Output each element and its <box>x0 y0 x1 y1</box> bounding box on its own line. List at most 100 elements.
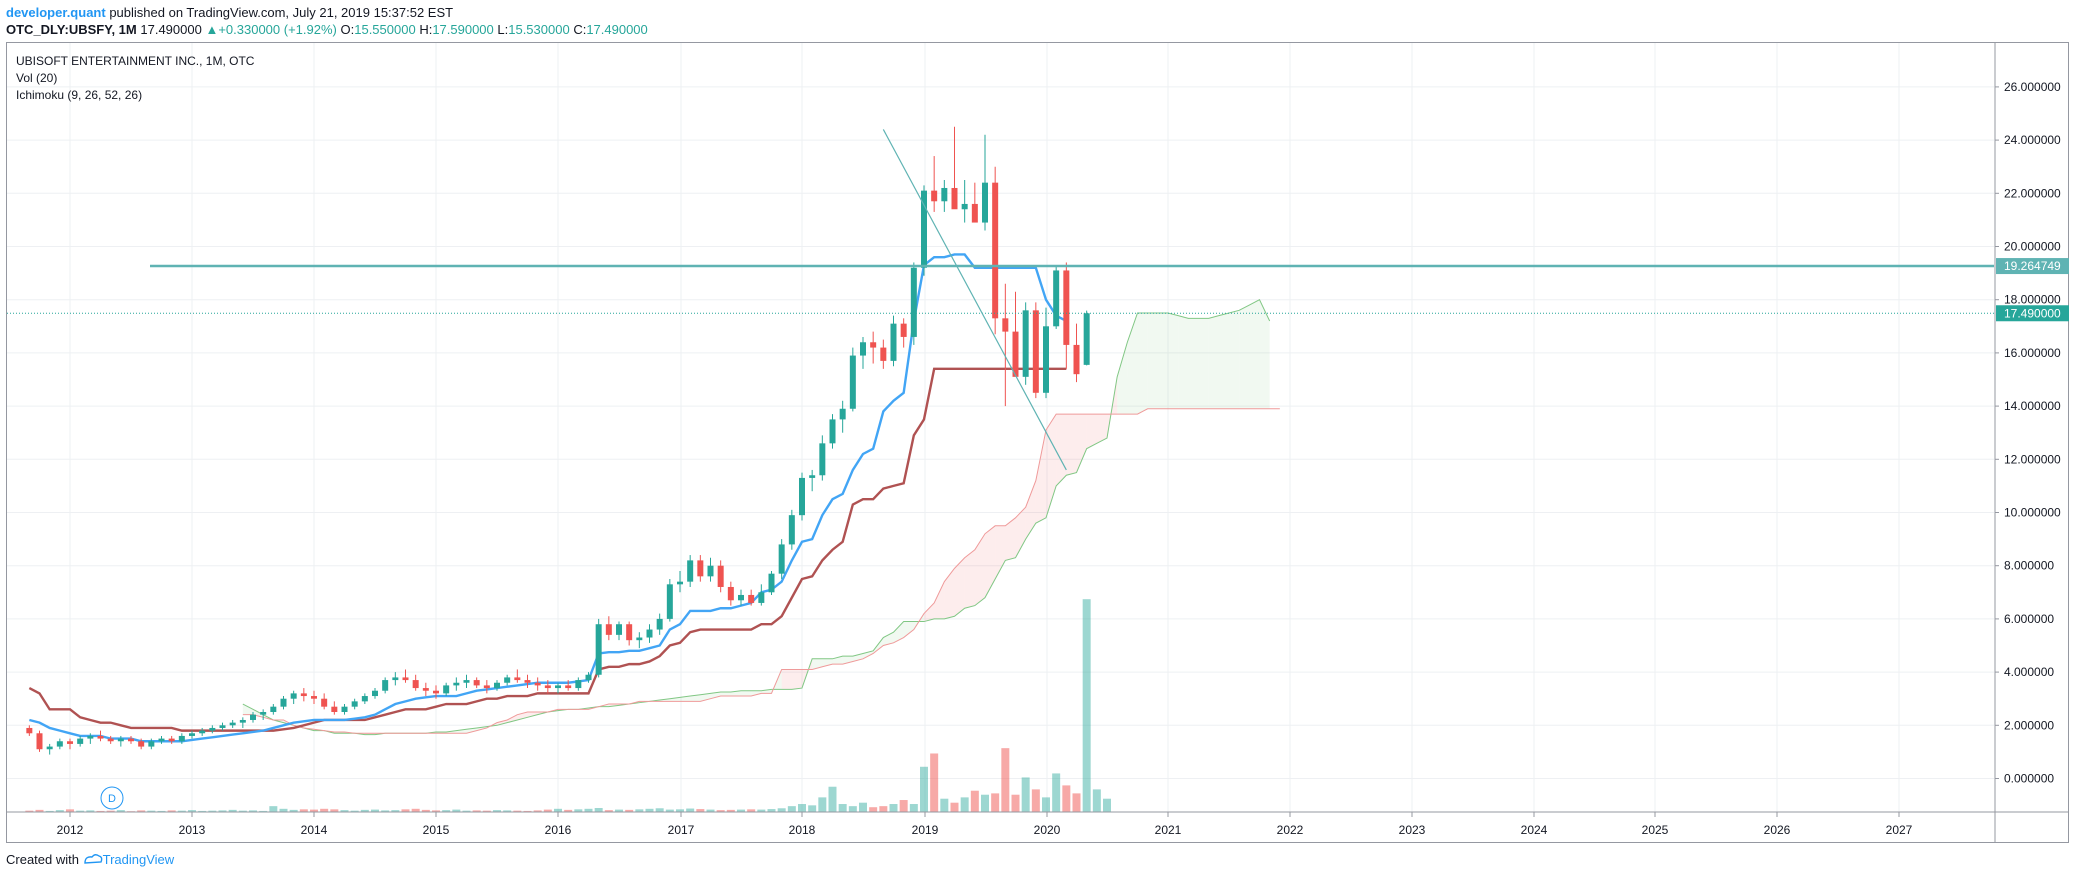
volume-bar <box>920 766 928 812</box>
cloud-segment <box>1137 313 1148 415</box>
candle-body <box>1083 313 1090 365</box>
candle-body <box>646 629 653 638</box>
volume-bar <box>167 810 176 812</box>
volume-bar <box>472 810 481 812</box>
volume-bar <box>432 810 440 812</box>
volume-bar <box>808 805 817 812</box>
candle-body <box>748 594 755 603</box>
volume-bar <box>76 810 85 812</box>
volume-bar <box>330 809 339 812</box>
volume-bar <box>1092 789 1101 812</box>
author-name[interactable]: developer.quant <box>6 5 106 20</box>
chart-grid <box>7 43 1994 812</box>
low-label: L: <box>497 22 509 37</box>
tradingview-brand[interactable]: TradingView <box>102 852 175 867</box>
cloud-segment <box>1046 414 1057 518</box>
volume-bar <box>615 809 623 812</box>
candle-body <box>636 637 643 641</box>
cloud-segment <box>751 690 762 697</box>
cloud-segment <box>944 568 955 619</box>
volume-bar <box>747 809 756 812</box>
cloud-segment <box>954 557 965 617</box>
volume-bar <box>1082 599 1091 812</box>
volume-bar <box>493 810 501 812</box>
candle-body <box>392 677 399 681</box>
footer: Created with TradingView <box>6 852 174 868</box>
volume-bar <box>960 797 969 812</box>
volume-bar <box>787 806 796 812</box>
candle-body <box>239 719 246 723</box>
legend-ichimoku[interactable]: Ichimoku (9, 26, 52, 26) <box>16 88 143 102</box>
cloud-segment <box>1127 313 1138 415</box>
candle-body <box>77 738 84 744</box>
volume-bar <box>66 809 74 812</box>
candle-body <box>941 187 948 202</box>
volume-bars <box>25 599 1111 812</box>
candle-body <box>910 267 917 337</box>
candle-body <box>67 741 73 744</box>
cloud-segment <box>1229 310 1240 409</box>
candle-body <box>778 544 785 574</box>
volume-bar <box>452 809 461 812</box>
cloud-segment <box>1208 315 1219 409</box>
candle-body <box>982 182 988 223</box>
volume-bar <box>696 809 705 812</box>
cloud-segment <box>1035 430 1046 524</box>
volume-bar <box>421 809 430 812</box>
volume-bar <box>777 808 786 812</box>
candle-body <box>626 624 633 641</box>
cloud-segment <box>690 694 701 702</box>
cloud-segment <box>1096 414 1107 444</box>
cloud-segment <box>812 658 823 670</box>
candle-body <box>97 735 104 739</box>
candle-body <box>46 746 53 750</box>
candle-body <box>575 680 582 689</box>
ohlc-line: OTC_DLY:UBSFY, 1M 17.490000 ▲+0.330000 (… <box>6 21 648 38</box>
time-tick-label: 2027 <box>1886 823 1913 837</box>
volume-bar <box>35 809 44 812</box>
volume-bar <box>767 809 776 812</box>
time-tick-label: 2021 <box>1155 823 1182 837</box>
candle-body <box>372 690 378 697</box>
legend-volume[interactable]: Vol (20) <box>16 71 58 85</box>
time-tick-label: 2024 <box>1521 823 1548 837</box>
price-tick-label: 10.000000 <box>2004 506 2061 520</box>
cloud-segment <box>1157 313 1168 409</box>
volume-bar <box>848 806 857 812</box>
time-tick-label: 2023 <box>1399 823 1426 837</box>
candle-body <box>961 203 968 210</box>
open-label: O: <box>340 22 355 37</box>
dividend-marker-label: D <box>108 793 116 805</box>
candle-body <box>819 443 826 476</box>
last-price: 17.490000 <box>140 22 202 37</box>
chart-axes: 26.000000 24.000000 22.000000 20.000000 18.0… <box>7 43 2068 842</box>
price-tick-label: 24.000000 <box>2004 133 2061 147</box>
time-tick-label: 2018 <box>789 823 816 837</box>
cloud-segment <box>1025 480 1036 540</box>
candle-body <box>849 355 856 409</box>
candle-body <box>219 725 226 728</box>
volume-bar <box>106 810 115 812</box>
volume-bar <box>340 810 349 812</box>
price-tick-label: 8.000000 <box>2004 559 2054 573</box>
candle-body <box>1002 318 1009 332</box>
candle-body <box>422 688 429 691</box>
price-tick-label: 2.000000 <box>2004 718 2054 732</box>
candle-body <box>473 680 480 686</box>
candle-body <box>168 738 175 742</box>
senkou-span-a <box>242 299 1271 736</box>
candle-body <box>209 727 216 731</box>
candle-body <box>87 735 94 739</box>
candle-body <box>839 408 846 420</box>
tradingview-logo-icon[interactable] <box>83 853 103 868</box>
cloud-segment <box>253 709 264 718</box>
cloud-segment <box>893 621 904 643</box>
candle-body <box>158 738 165 742</box>
time-tick-label: 2022 <box>1277 823 1304 837</box>
volume-bar <box>1103 798 1111 812</box>
volume-bar <box>554 808 562 812</box>
volume-bar <box>238 810 247 812</box>
volume-bar <box>350 810 359 812</box>
volume-bar <box>889 804 898 812</box>
